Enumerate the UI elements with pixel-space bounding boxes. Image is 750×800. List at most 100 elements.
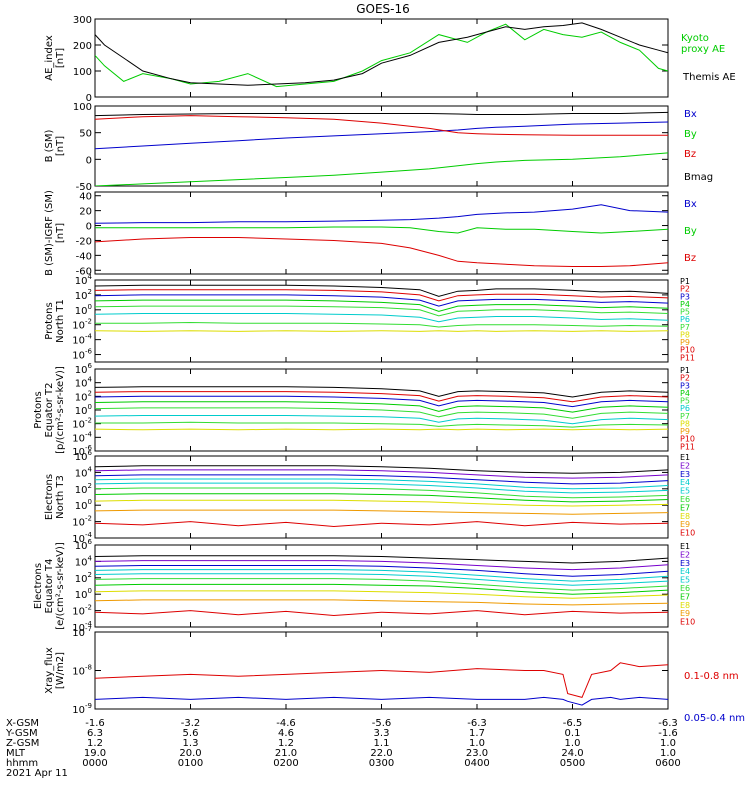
series-line-e2 bbox=[95, 560, 668, 571]
y-tick-label: 10-2 bbox=[72, 417, 92, 431]
y-axis-label: Equator T2 bbox=[44, 383, 55, 438]
series-line-p4 bbox=[95, 299, 668, 312]
series-line-e3 bbox=[95, 474, 668, 485]
series-line-e1 bbox=[95, 555, 668, 564]
series-line-e5 bbox=[95, 482, 668, 494]
x-axis-value: 4.6 bbox=[278, 728, 294, 739]
y-tick-label: 0 bbox=[86, 93, 92, 104]
legend-entry: E1 bbox=[680, 453, 690, 462]
legend-entry: P5 bbox=[680, 397, 690, 406]
y-tick-label: 10-2 bbox=[72, 604, 92, 618]
legend-entry: P5 bbox=[680, 308, 690, 317]
y-tick-label: 300 bbox=[73, 15, 92, 26]
y-tick-label: -60 bbox=[76, 266, 92, 277]
x-axis-row-label: Y-GSM bbox=[5, 728, 38, 739]
y-tick-label: -40 bbox=[76, 251, 92, 262]
x-axis-value: 0200 bbox=[273, 758, 298, 769]
x-axis-value: -4.6 bbox=[276, 718, 296, 729]
legend-entry: E10 bbox=[680, 618, 695, 627]
series-line-0-05-0-4-nm bbox=[95, 696, 668, 706]
legend-entry: E7 bbox=[680, 503, 690, 512]
y-tick-label: 102 bbox=[75, 288, 92, 302]
series-line-e5 bbox=[95, 573, 668, 586]
series-line-p6 bbox=[95, 415, 668, 425]
series-line-p7 bbox=[95, 321, 668, 328]
series-line-e4 bbox=[95, 569, 668, 582]
legend-entry: Bx bbox=[684, 109, 697, 120]
y-tick-label: 0 bbox=[86, 222, 92, 233]
x-axis-row-label: MLT bbox=[6, 748, 26, 759]
figure-title: GOES-16 bbox=[356, 2, 410, 16]
y-tick-label: 40 bbox=[79, 192, 92, 203]
y-tick-label: 10-4 bbox=[72, 620, 92, 634]
series-line-by bbox=[95, 152, 668, 186]
legend-entry: E3 bbox=[680, 470, 690, 479]
x-axis-value: -5.6 bbox=[372, 718, 392, 729]
y-axis-label: Electrons bbox=[44, 474, 55, 520]
legend-entry: E8 bbox=[680, 601, 690, 610]
legend-entry: E2 bbox=[680, 461, 690, 470]
x-axis-value: 1.0 bbox=[565, 738, 581, 749]
x-axis-value: -1.6 bbox=[85, 718, 105, 729]
legend-entry: E6 bbox=[680, 584, 690, 593]
series-line-0-1-0-8-nm bbox=[95, 662, 668, 698]
x-axis-value: -6.3 bbox=[467, 718, 487, 729]
y-tick-label: 10-4 bbox=[72, 531, 92, 545]
x-axis-table: 2021 Apr 11 X-GSMY-GSMZ-GSMMLThhmm-1.66.… bbox=[5, 718, 681, 779]
x-axis-value: 19.0 bbox=[84, 748, 106, 759]
legend-entry: P2 bbox=[680, 285, 690, 294]
x-axis-value: 0300 bbox=[369, 758, 394, 769]
legend-entry: P4 bbox=[680, 300, 690, 309]
x-axis-value: 22.0 bbox=[370, 748, 392, 759]
panel-electrons_t4: 106 104 102 100 10-2 10-4 Electrons Equator T4[… bbox=[33, 538, 695, 634]
legend-entry: P1 bbox=[680, 366, 690, 375]
legend-entry: By bbox=[684, 129, 697, 140]
legend-entry: P1 bbox=[680, 277, 690, 286]
series-line-p5 bbox=[95, 305, 668, 317]
y-tick-label: 100 bbox=[75, 403, 92, 417]
y-tick-label: 10-9 bbox=[72, 702, 92, 716]
y-tick-label: 20 bbox=[79, 207, 92, 218]
legend-entry: 0.05-0.4 nm bbox=[684, 713, 745, 724]
y-axis-label: [W/m2] bbox=[55, 652, 66, 689]
legend-entry: P9 bbox=[680, 427, 690, 436]
series-line-p2 bbox=[95, 289, 668, 302]
x-axis-value: 0.1 bbox=[565, 728, 581, 739]
series-line-bx bbox=[95, 121, 668, 150]
legend-entry: Themis AE bbox=[682, 72, 736, 83]
legend-entry: P8 bbox=[680, 419, 690, 428]
series-line-p3 bbox=[95, 395, 668, 408]
legend-entry: E8 bbox=[680, 512, 690, 521]
legend-entry: E3 bbox=[680, 559, 690, 568]
y-axis-label: [nT] bbox=[55, 48, 66, 68]
y-tick-label: 104 bbox=[75, 465, 93, 479]
y-tick-label: -50 bbox=[76, 182, 92, 193]
x-axis-row-label: Z-GSM bbox=[6, 738, 39, 749]
series-line-e3 bbox=[95, 565, 668, 577]
x-axis-row-label: X-GSM bbox=[6, 718, 39, 729]
legend-entry: E6 bbox=[680, 495, 690, 504]
x-axis-value: 0600 bbox=[655, 758, 680, 769]
series-line-p1 bbox=[95, 284, 668, 297]
y-axis-label: [nT] bbox=[55, 223, 66, 243]
y-tick-label: 10-2 bbox=[72, 318, 92, 332]
series-line-e7 bbox=[95, 583, 668, 595]
y-tick-label: 102 bbox=[75, 482, 92, 496]
x-axis-value: 1.2 bbox=[87, 738, 103, 749]
panel-xray: 10-7 10-8 10-9 Xray_flux [W/m2] 0.1-0.8 nm 0.0… bbox=[44, 625, 745, 724]
date-label: 2021 Apr 11 bbox=[6, 768, 68, 779]
series-line-bz bbox=[95, 115, 668, 136]
series-line-p5 bbox=[95, 407, 668, 419]
legend-entry: E1 bbox=[680, 542, 690, 551]
x-axis-value: -6.3 bbox=[658, 718, 678, 729]
y-axis-label: Protons bbox=[44, 302, 55, 339]
legend-entry: Bmag bbox=[684, 172, 713, 183]
series-line-e2 bbox=[95, 469, 668, 479]
legend-entry: E4 bbox=[680, 567, 690, 576]
series-line-p2 bbox=[95, 391, 668, 403]
series-line-e8 bbox=[95, 590, 668, 599]
